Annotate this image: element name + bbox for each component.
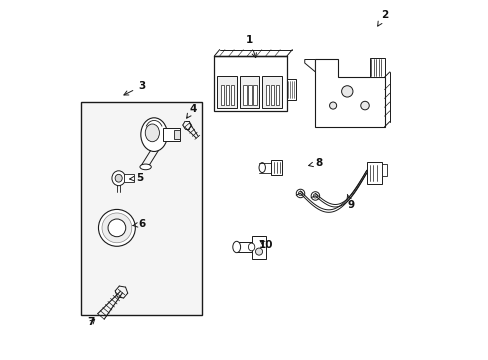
Circle shape xyxy=(255,248,262,255)
Ellipse shape xyxy=(112,171,125,186)
Text: 10: 10 xyxy=(258,239,272,249)
Circle shape xyxy=(310,192,319,200)
Circle shape xyxy=(329,102,336,109)
Bar xyxy=(230,85,233,104)
Circle shape xyxy=(108,219,125,237)
Circle shape xyxy=(360,101,368,110)
Bar xyxy=(286,79,295,100)
Bar xyxy=(220,85,224,104)
Bar xyxy=(124,174,134,183)
Circle shape xyxy=(296,189,304,198)
Bar xyxy=(236,242,259,252)
Text: 2: 2 xyxy=(377,10,387,26)
Ellipse shape xyxy=(115,174,122,182)
Text: 5: 5 xyxy=(129,173,143,183)
Ellipse shape xyxy=(141,118,167,152)
Bar xyxy=(81,102,202,315)
Bar xyxy=(265,85,268,104)
Bar xyxy=(275,85,278,104)
Bar xyxy=(173,130,180,139)
Bar xyxy=(251,236,266,259)
Polygon shape xyxy=(315,59,384,127)
Text: 3: 3 xyxy=(123,81,145,95)
Ellipse shape xyxy=(140,164,151,170)
Circle shape xyxy=(298,192,302,195)
Ellipse shape xyxy=(248,243,254,251)
Bar xyxy=(163,128,180,141)
Text: 7: 7 xyxy=(87,318,95,328)
Text: 4: 4 xyxy=(186,104,196,118)
Bar xyxy=(217,76,236,108)
Bar xyxy=(270,160,282,175)
Circle shape xyxy=(341,86,352,97)
Text: 8: 8 xyxy=(308,158,322,168)
Ellipse shape xyxy=(145,124,159,142)
Bar xyxy=(381,164,386,176)
Circle shape xyxy=(102,213,132,243)
Bar xyxy=(366,162,381,184)
Bar xyxy=(253,85,256,104)
Text: 6: 6 xyxy=(132,219,145,229)
Bar xyxy=(270,85,273,104)
Bar xyxy=(243,85,246,104)
Bar xyxy=(369,58,384,77)
Text: 9: 9 xyxy=(346,194,354,210)
Circle shape xyxy=(98,210,135,246)
Ellipse shape xyxy=(232,241,240,253)
Polygon shape xyxy=(304,59,315,72)
Ellipse shape xyxy=(259,163,265,172)
Bar xyxy=(248,85,251,104)
Text: 1: 1 xyxy=(245,35,256,58)
Circle shape xyxy=(313,194,317,198)
Bar xyxy=(225,85,228,104)
FancyBboxPatch shape xyxy=(214,56,286,111)
Bar xyxy=(240,76,259,108)
Bar xyxy=(262,76,281,108)
